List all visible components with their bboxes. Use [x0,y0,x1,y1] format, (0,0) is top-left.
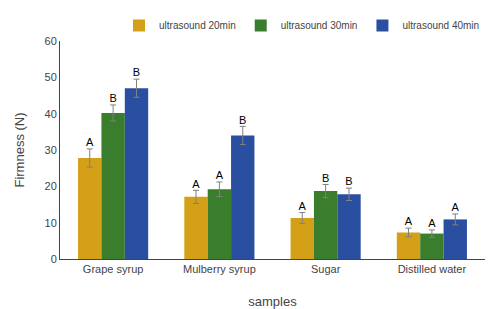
svg-text:60: 60 [45,35,57,47]
svg-text:A: A [86,136,94,148]
svg-text:ultrasound 40min: ultrasound 40min [402,20,479,31]
svg-text:30: 30 [45,144,57,156]
svg-text:B: B [345,175,352,187]
svg-text:B: B [133,66,140,78]
svg-text:ultrasound 30min: ultrasound 30min [281,20,358,31]
svg-text:A: A [405,215,413,227]
svg-text:Sugar: Sugar [311,263,341,275]
svg-text:A: A [192,178,200,190]
svg-text:A: A [299,200,307,212]
svg-text:Distilled water: Distilled water [398,263,467,275]
svg-text:Grape syrup: Grape syrup [83,263,144,275]
svg-text:B: B [239,114,246,126]
svg-text:50: 50 [45,71,57,83]
svg-text:samples: samples [248,294,297,309]
svg-text:A: A [216,169,224,181]
svg-text:ultrasound 20min: ultrasound 20min [159,20,236,31]
svg-text:20: 20 [45,180,57,192]
svg-text:A: A [428,217,436,229]
svg-text:0: 0 [51,253,57,265]
svg-text:10: 10 [45,217,57,229]
svg-text:A: A [452,201,460,213]
svg-text:Mulberry syrup: Mulberry syrup [183,263,256,275]
svg-text:Firmness (N): Firmness (N) [12,112,27,187]
svg-text:40: 40 [45,108,57,120]
svg-text:B: B [109,92,116,104]
svg-text:B: B [322,172,329,184]
